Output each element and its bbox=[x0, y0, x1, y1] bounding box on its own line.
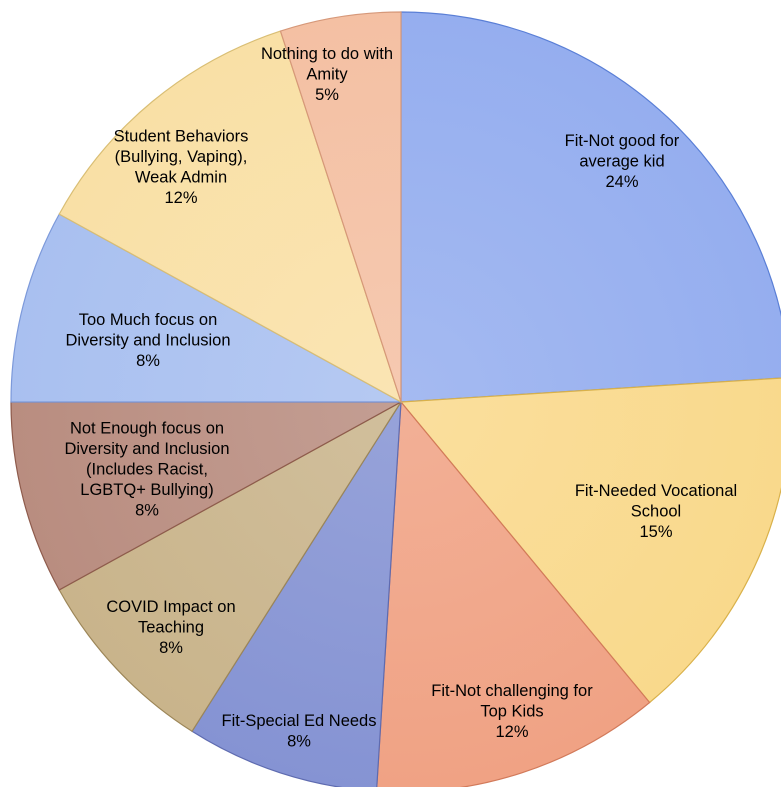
slice-category-label: average kid bbox=[579, 152, 664, 170]
slice-category-label: Fit-Special Ed Needs bbox=[222, 712, 377, 730]
slice-percent-label: 5% bbox=[315, 86, 339, 104]
slice-percent-label: 8% bbox=[136, 352, 160, 370]
labels-layer: Fit-Not good for average kid 24% Fit-Needed… bbox=[64, 45, 737, 751]
pie-slice-student-behaviors-bullying-vaping-weak-admin bbox=[58, 30, 403, 404]
slice-category-label: COVID Impact on bbox=[106, 598, 235, 616]
slice-percent-label: 8% bbox=[287, 733, 311, 751]
slice-label-fit-not-good-for-average-kid: Fit-Not good for average kid 24% bbox=[565, 132, 680, 191]
slice-category-label: Fit-Needed Vocational bbox=[575, 482, 737, 500]
slice-label-student-behaviors-bullying-vaping-weak-admin: Student Behaviors (Bullying, Vaping), Weak… bbox=[114, 128, 249, 208]
slice-percent-label: 15% bbox=[639, 523, 672, 541]
slice-category-label: Diversity and Inclusion bbox=[65, 331, 230, 349]
slice-percent-label: 24% bbox=[605, 173, 638, 191]
pie-slice-too-much-focus-on-diversity-and-inclusion bbox=[10, 213, 402, 403]
slice-category-label: Teaching bbox=[138, 618, 204, 636]
slice-category-label: School bbox=[631, 502, 681, 520]
pie-slice-fit-not-good-for-average-kid bbox=[400, 11, 781, 403]
slice-percent-label: 12% bbox=[164, 189, 197, 207]
slice-category-label: Amity bbox=[306, 65, 348, 83]
pie-slice-covid-impact-on-teaching bbox=[58, 401, 402, 733]
slice-percent-label: 12% bbox=[495, 723, 528, 741]
slice-category-label: Weak Admin bbox=[135, 169, 227, 187]
slice-category-label: Too Much focus on bbox=[79, 311, 218, 329]
slice-category-label: LGBTQ+ Bullying) bbox=[80, 481, 213, 499]
slice-category-label: Nothing to do with bbox=[261, 45, 393, 63]
slice-category-label: (Bullying, Vaping), bbox=[115, 148, 248, 166]
slice-label-nothing-to-do-with-amity: Nothing to do with Amity 5% bbox=[261, 45, 393, 104]
slice-percent-label: 8% bbox=[159, 639, 183, 657]
pie-slice-fit-needed-vocational-school bbox=[399, 377, 781, 704]
slice-category-label: Student Behaviors bbox=[114, 128, 249, 146]
slice-label-fit-not-challenging-for-top-kids: Fit-Not challenging for Top Kids 12% bbox=[431, 682, 593, 741]
pie-slice-not-enough-focus-on-diversity-and-inclusion-includes-racist-lgbtq-bullying bbox=[10, 401, 402, 591]
slice-label-fit-special-ed-needs: Fit-Special Ed Needs 8% bbox=[222, 712, 377, 751]
slice-category-label: Diversity and Inclusion bbox=[64, 440, 229, 458]
slice-category-label: Top Kids bbox=[480, 702, 543, 720]
slice-category-label: Fit-Not challenging for bbox=[431, 682, 593, 700]
slice-label-too-much-focus-on-diversity-and-inclusion: Too Much focus on Diversity and Inclusion… bbox=[65, 311, 230, 370]
slice-label-covid-impact-on-teaching: COVID Impact on Teaching 8% bbox=[106, 598, 235, 657]
slice-percent-label: 8% bbox=[135, 501, 159, 519]
slice-label-not-enough-focus-on-diversity-and-inclusion-includes-racist-lgbtq-bullying: Not Enough focus on Diversity and Inclusi… bbox=[64, 419, 229, 519]
slice-category-label: Fit-Not good for bbox=[565, 132, 680, 150]
slice-label-fit-needed-vocational-school: Fit-Needed Vocational School 15% bbox=[575, 482, 737, 541]
slice-category-label: (Includes Racist, bbox=[86, 460, 208, 478]
slices-layer bbox=[10, 11, 781, 792]
pie-slice-nothing-to-do-with-amity bbox=[279, 11, 402, 403]
slice-category-label: Not Enough focus on bbox=[70, 419, 224, 437]
